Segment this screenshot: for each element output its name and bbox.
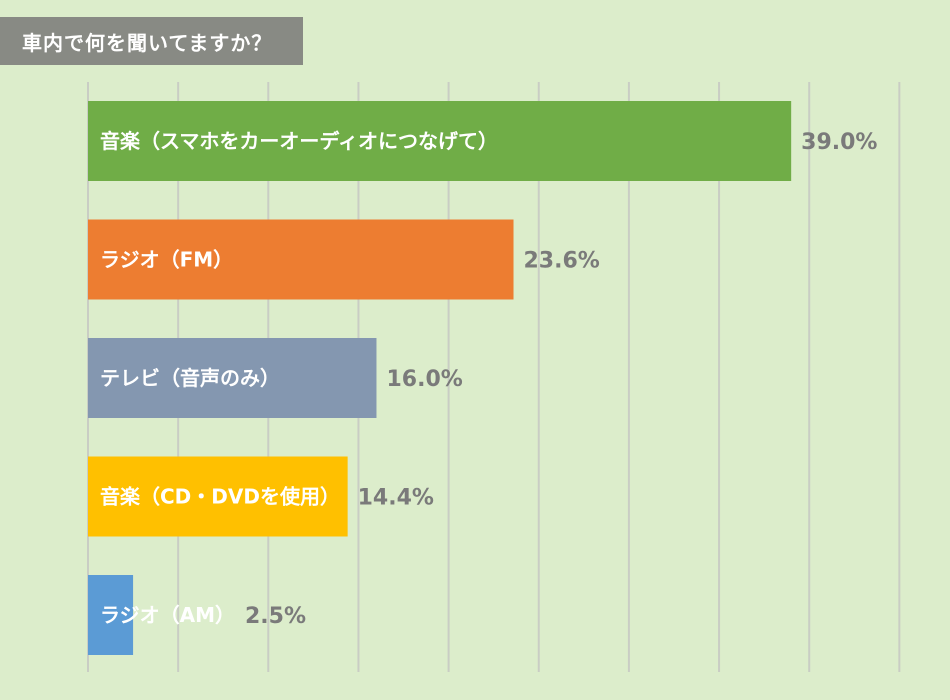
value-label-1: 23.6% (524, 249, 600, 274)
chart-title: 車内で何を聞いてますか？ (0, 17, 303, 65)
value-label-2: 16.0% (386, 367, 462, 392)
value-label-3: 14.4% (358, 486, 434, 511)
bar-1 (88, 219, 514, 300)
bar-4 (88, 575, 134, 655)
value-label-4: 2.5% (245, 604, 306, 629)
bar-3 (88, 456, 348, 537)
bar-2 (88, 338, 377, 418)
bar-0 (88, 101, 792, 181)
bar-label-2: テレビ（音声のみ） (100, 366, 280, 390)
value-label-0: 39.0% (801, 130, 877, 155)
bar-label-1: ラジオ（FM） (100, 248, 233, 272)
bar-label-3: 音楽（CD・DVDを使用） (100, 485, 340, 509)
bar-label-4: ラジオ（AM） (100, 603, 235, 627)
bar-label-0: 音楽（スマホをカーオーディオにつなげて） (100, 129, 498, 153)
